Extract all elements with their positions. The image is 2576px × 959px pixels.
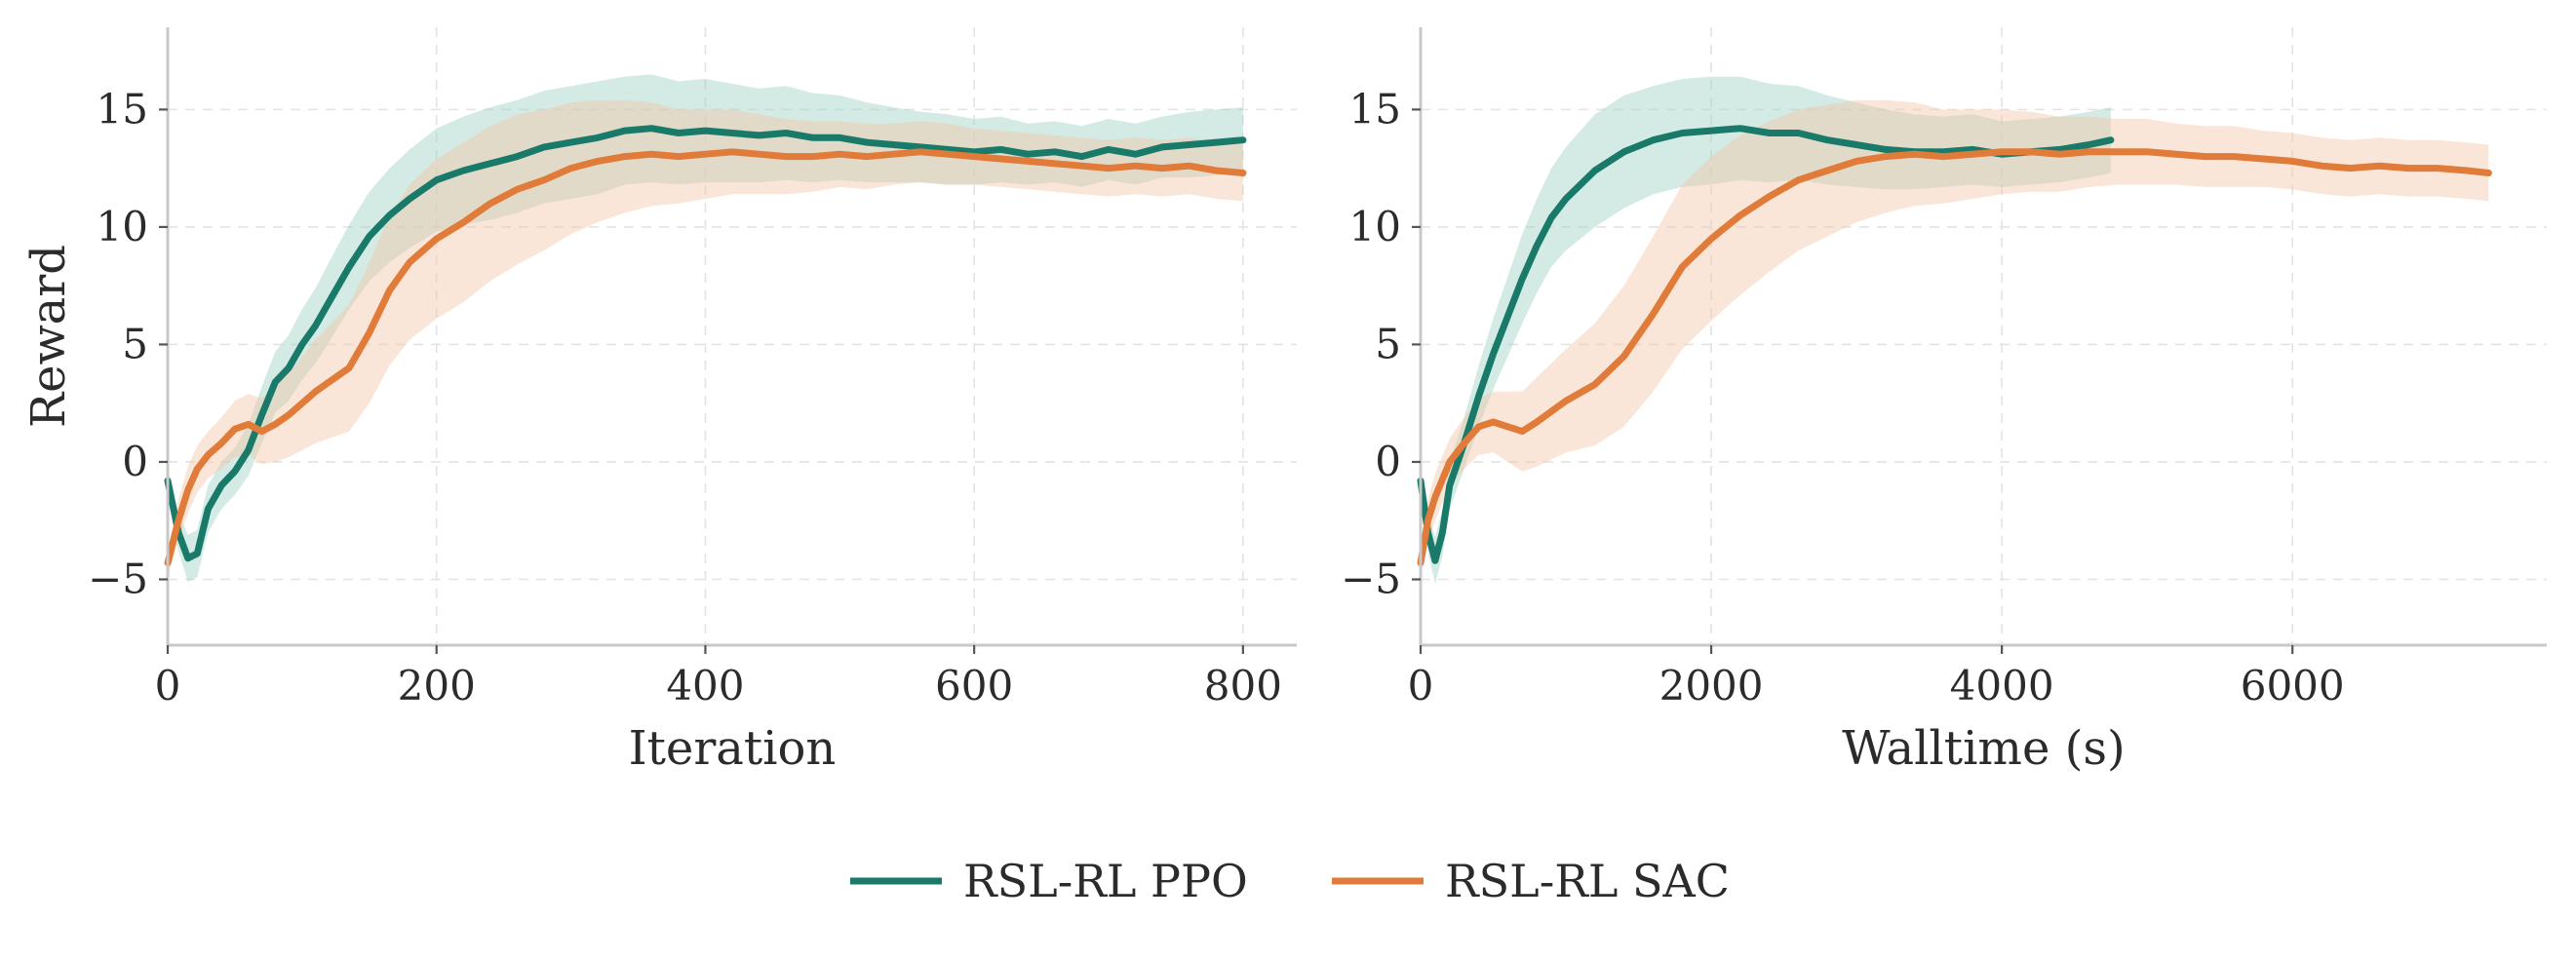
x-tick-label: 200 [398,662,476,710]
y-tick-label: 5 [1375,320,1401,367]
x-tick-label: 4000 [1950,662,2054,710]
x-axis-label: Iteration [629,721,837,776]
right-plot-walltime: 0 2000 4000 6000 −5 0 5 10 15 Walltime (s) [1341,27,2547,776]
y-tick-label: 0 [1375,438,1401,485]
series-line-ppo [164,125,1247,562]
x-tick-label: 0 [155,662,181,710]
y-tick-label: 15 [97,85,148,133]
left-plot-iteration: 0 200 400 600 800 −5 0 5 10 15 Iteration Reward [21,27,1297,776]
x-tick-label: 800 [1204,662,1282,710]
legend-label-sac: RSL-RL SAC [1445,855,1730,907]
series-line-sac [164,148,1247,567]
series-line-sac [1417,148,2492,567]
y-tick-label: 15 [1349,85,1401,133]
y-axis-label: Reward [21,245,76,428]
y-tick-label: −5 [88,556,148,603]
series-line-ppo [1417,125,2115,564]
legend: RSL-RL PPO RSL-RL SAC [850,855,1730,907]
y-tick-label: 0 [122,438,148,485]
x-tick-label: 400 [666,662,744,710]
x-tick-label: 600 [935,662,1013,710]
legend-label-ppo: RSL-RL PPO [963,855,1248,907]
series-band-sac [1421,99,2489,578]
x-axis-label: Walltime (s) [1842,721,2125,776]
y-tick-label: −5 [1341,556,1401,603]
x-tick-label: 2000 [1659,662,1764,710]
series-band-ppo [168,74,1243,582]
y-tick-label: 10 [1349,203,1401,250]
series-band-ppo [1421,76,2111,585]
series-band-sac [168,99,1243,578]
y-tick-label: 10 [97,203,148,250]
y-tick-label: 5 [122,320,148,367]
x-tick-label: 0 [1408,662,1434,710]
x-tick-label: 6000 [2241,662,2345,710]
